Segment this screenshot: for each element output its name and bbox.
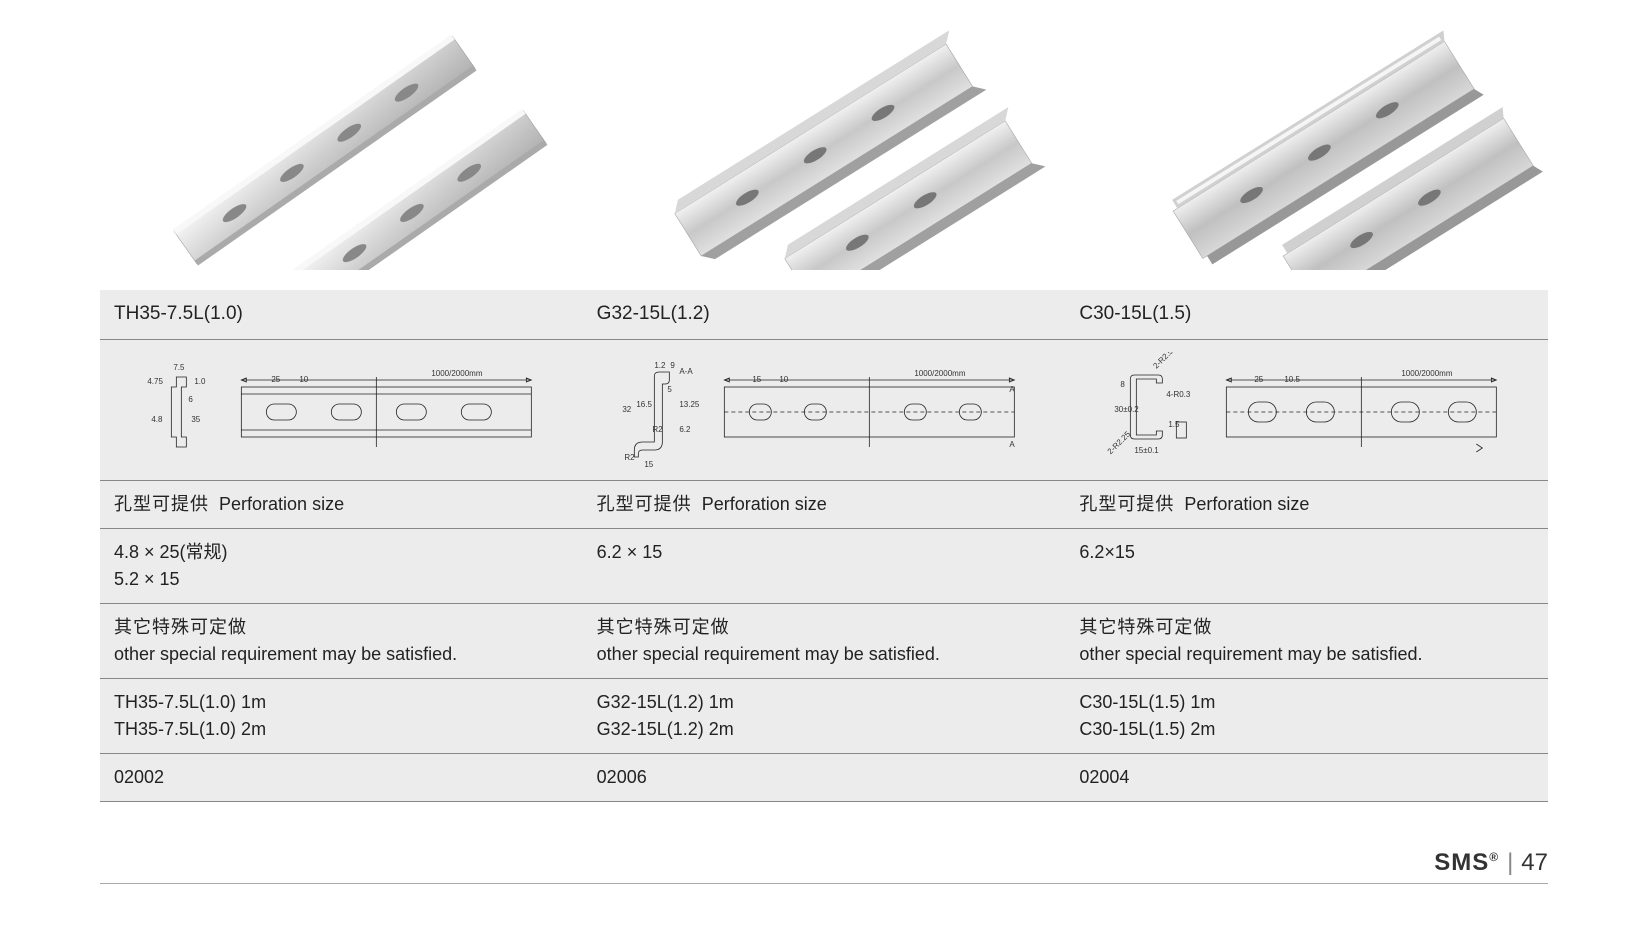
dim: 6 (188, 395, 193, 404)
dim: 1.2 (654, 361, 666, 370)
dim: 4-R0.3 (1167, 390, 1192, 399)
perf-cn: 孔型可提供 (1079, 494, 1174, 514)
row-perforation-label: 孔型可提供 Perforation size 孔型可提供 Perforation… (100, 481, 1548, 529)
length-label: 1000/2000mm (431, 369, 482, 378)
row-codes: 02002 02006 02004 (100, 754, 1548, 802)
code-1: 02006 (583, 754, 1066, 801)
length-label: 1000/2000mm (914, 369, 965, 378)
title-1: G32-15L(1.2) (583, 290, 1066, 339)
dim: 32 (622, 405, 631, 414)
perf-cn: 孔型可提供 (597, 494, 692, 514)
product-image-c30 (1099, 30, 1548, 270)
special-en: other special requirement may be satisfi… (597, 641, 1052, 668)
code-2: 02004 (1065, 754, 1548, 801)
lengths-1: G32-15L(1.2) 1m G32-15L(1.2) 2m (583, 679, 1066, 753)
dim: 13.25 (679, 400, 700, 409)
length: C30-15L(1.5) 2m (1079, 716, 1534, 743)
perf-en: Perforation size (219, 494, 344, 514)
perf-sizes-0: 4.8 × 25(常规) 5.2 × 15 (100, 529, 583, 603)
title-0: TH35-7.5L(1.0) (100, 290, 583, 339)
dim: 1.5 (1169, 420, 1181, 429)
title-2: C30-15L(1.5) (1065, 290, 1548, 339)
dim: 2-R2.25 (1106, 429, 1133, 456)
page-footer: SMS® | 47 (100, 849, 1548, 884)
dim: 7.5 (173, 363, 185, 372)
code-0: 02002 (100, 754, 583, 801)
row-diagrams: 7.5 4.75 1.0 6 35 4.8 (100, 340, 1548, 481)
special-cn: 其它特殊可定做 (114, 614, 569, 641)
diagram-2: 2-R2.5 4-R0.3 8 30±0.2 1.5 2-R2.25 15±0.… (1065, 340, 1548, 480)
dim: 8 (1121, 380, 1126, 389)
dim: 16.5 (636, 400, 652, 409)
lengths-2: C30-15L(1.5) 1m C30-15L(1.5) 2m (1065, 679, 1548, 753)
dim: 15 (644, 460, 653, 469)
brand-text: SMS (1434, 849, 1489, 876)
dim: R2 (652, 425, 663, 434)
dim: 1.0 (194, 377, 206, 386)
catalog-page: TH35-7.5L(1.0) G32-15L(1.2) C30-15L(1.5)… (0, 0, 1648, 802)
special-2: 其它特殊可定做 other special requirement may be… (1065, 604, 1548, 678)
lengths-0: TH35-7.5L(1.0) 1m TH35-7.5L(1.0) 2m (100, 679, 583, 753)
special-en: other special requirement may be satisfi… (114, 641, 569, 668)
perf-sizes-2: 6.2×15 (1065, 529, 1548, 603)
special-cn: 其它特殊可定做 (1079, 614, 1534, 641)
special-en: other special requirement may be satisfi… (1079, 641, 1534, 668)
size: 4.8 × 25(常规) (114, 539, 569, 566)
product-image-g32 (599, 30, 1048, 270)
dim: 10 (779, 375, 788, 384)
product-image-th35 (100, 30, 549, 270)
perf-label-2: 孔型可提供 Perforation size (1065, 481, 1548, 528)
special-1: 其它特殊可定做 other special requirement may be… (583, 604, 1066, 678)
dim: 15±0.1 (1135, 446, 1160, 455)
dim: 4.8 (151, 415, 163, 424)
product-images-row (100, 30, 1548, 270)
length: TH35-7.5L(1.0) 2m (114, 716, 569, 743)
dim: 6.2 (679, 425, 691, 434)
page-number: 47 (1521, 849, 1548, 877)
perf-sizes-1: 6.2 × 15 (583, 529, 1066, 603)
perf-cn: 孔型可提供 (114, 494, 209, 514)
dim: 25 (271, 375, 280, 384)
spec-table: TH35-7.5L(1.0) G32-15L(1.2) C30-15L(1.5)… (100, 290, 1548, 802)
length: C30-15L(1.5) 1m (1079, 689, 1534, 716)
dim: 2-R2.5 (1152, 352, 1176, 370)
length: G32-15L(1.2) 1m (597, 689, 1052, 716)
perf-en: Perforation size (1184, 494, 1309, 514)
special-0: 其它特殊可定做 other special requirement may be… (100, 604, 583, 678)
length: G32-15L(1.2) 2m (597, 716, 1052, 743)
row-lengths: TH35-7.5L(1.0) 1m TH35-7.5L(1.0) 2m G32-… (100, 679, 1548, 754)
dim: A (1009, 440, 1015, 449)
length: TH35-7.5L(1.0) 1m (114, 689, 569, 716)
footer-divider: | (1507, 849, 1513, 877)
dim: 25 (1255, 375, 1264, 384)
dim: 9 (670, 361, 675, 370)
row-special: 其它特殊可定做 other special requirement may be… (100, 604, 1548, 679)
length-label: 1000/2000mm (1402, 369, 1453, 378)
row-title: TH35-7.5L(1.0) G32-15L(1.2) C30-15L(1.5) (100, 290, 1548, 340)
dim: A-A (679, 367, 693, 376)
row-perforation-sizes: 4.8 × 25(常规) 5.2 × 15 6.2 × 15 6.2×15 (100, 529, 1548, 604)
brand-logo: SMS® (1434, 849, 1499, 877)
size: 6.2×15 (1079, 539, 1534, 566)
dim: 5 (667, 385, 672, 394)
perf-label-1: 孔型可提供 Perforation size (583, 481, 1066, 528)
size: 5.2 × 15 (114, 566, 569, 593)
dim: A (1009, 385, 1015, 394)
perf-label-0: 孔型可提供 Perforation size (100, 481, 583, 528)
size: 6.2 × 15 (597, 539, 1052, 566)
diagram-1: 1.2 9 32 16.5 5 R2 R2 15 13.25 6.2 A-A (583, 340, 1066, 480)
dim: 10.5 (1285, 375, 1301, 384)
dim: 35 (191, 415, 200, 424)
reg-mark: ® (1489, 850, 1499, 864)
dim: R2 (624, 453, 635, 462)
dim: 15 (752, 375, 761, 384)
dim: 10 (299, 375, 308, 384)
diagram-0: 7.5 4.75 1.0 6 35 4.8 (100, 340, 583, 480)
special-cn: 其它特殊可定做 (597, 614, 1052, 641)
perf-en: Perforation size (702, 494, 827, 514)
dim: 4.75 (147, 377, 163, 386)
dim: 30±0.2 (1115, 405, 1140, 414)
